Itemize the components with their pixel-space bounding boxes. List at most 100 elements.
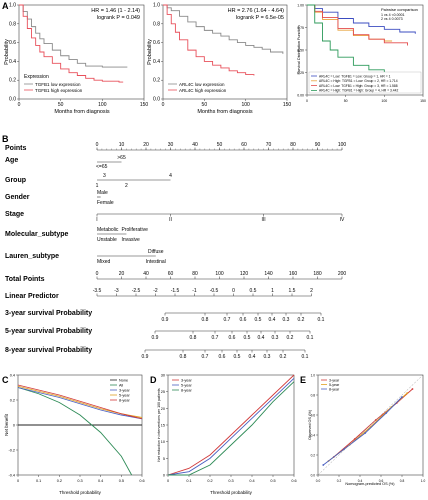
calib-legend-item: 5-year [329,383,340,387]
km1-legend-high: TGFB1 high expression [35,88,83,93]
total-points-tick-label: 0 [96,271,99,277]
calib-diagonal-reference [317,374,424,476]
km1-xtick-label: 100 [98,102,107,108]
linear-predictor-tick-label: 1.5 [289,288,296,294]
linear-predictor-tick-label: -1 [192,288,197,294]
km-plot-2: Probability Months from diagnosis HR = 2… [147,3,291,116]
dca-xtick-label: 0.1 [36,479,41,483]
km3-xtick-label: 50 [344,99,348,103]
calib-xtick-label: 0.4 [358,479,363,483]
cic-ytick-label: 5 [163,457,165,461]
km3-series-line-4 [307,4,401,75]
km2-xtick-label: 100 [241,102,250,108]
p5-tick-label: 0.6 [229,335,236,341]
calib-xtick-label: 1.0 [421,479,426,483]
km2-ytick-label: 1.0 [153,3,160,9]
p3-tick-label: 0.7 [224,317,231,323]
cic-legend-item: 3-year [181,379,192,383]
linear-predictor-tick-label: 2 [310,288,313,294]
km3-series-line-1 [307,4,416,34]
points-tick-label: 30 [168,142,174,148]
km1-frame [18,4,145,100]
p5-tick-label: 0.5 [244,335,251,341]
p5-tick-label: 0.9 [152,335,159,341]
km2-series-line-2 [163,4,255,76]
p5-tick-label: 0.3 [272,335,279,341]
p8-tick-label: 0.4 [249,354,256,360]
cic-legend-item: 5-year [181,384,192,388]
cic-ytick-label: 0 [163,474,165,478]
dca-ytick-label: -0.2 [8,449,15,453]
km3-title: Pairwise comparison [381,7,418,12]
calib-ytick-label: 0.0 [311,474,316,478]
dca-ytick-label: 0.4 [10,374,15,378]
p3-tick-label: 0.5 [255,317,262,323]
age-level: >65 [117,155,126,161]
km3-legend-item: ARL4C = High: TGFB1 = High: Group = 4, H… [319,89,398,93]
calib-ytick-label: 0.8 [311,394,316,398]
dca-series-line-5 [17,384,143,420]
nomogram: Points Age Group Gender Stage Molecular_subty… [5,142,346,360]
linear-predictor-tick-label: -0.5 [210,288,219,294]
gender-level: Male [97,190,108,196]
calib-plot: Observed OS (%) Nomogram-predicted OS (%… [308,374,425,487]
p8-tick-label: 0.5 [234,354,241,360]
cic-plot: Net reduction in interventions per 100 p… [157,374,297,496]
linear-predictor-tick-label: -2 [153,288,158,294]
nomogram-row-label: Total Points [5,276,45,283]
cic-xtick-label: 0 [167,479,169,483]
p5-tick-label: 0.1 [307,335,314,341]
linear-predictor-tick-label: 0.5 [250,288,257,294]
dca-xtick-label: 0.4 [98,479,103,483]
nomogram-row-label: 8-year survival Probability [5,347,92,354]
p5-tick-label: 0.8 [190,335,197,341]
dca-xtick-label: 0.5 [119,479,124,483]
nomogram-row-label: Points [5,145,26,152]
molecular-level: Unstable [97,237,117,243]
km1-ytick-label: 0.0 [9,97,16,103]
p3-tick-label: 0.2 [298,317,305,323]
total-points-tick-label: 140 [264,271,273,277]
cic-series-line-2 [167,378,295,476]
dca-xtick-label: 0.3 [77,479,82,483]
calib-ylabel: Observed OS (%) [308,409,312,440]
age-level: <=65 [96,164,108,170]
dca-xtick-label: 0.2 [57,479,62,483]
calib-legend-item: 3-year [329,378,340,382]
lauren-level: Intestinal [146,259,166,265]
p8-tick-label: 0.8 [180,354,187,360]
p8-tick-label: 0.6 [219,354,226,360]
total-points-tick-label: 20 [119,271,125,277]
p8-tick-label: 0.7 [202,354,209,360]
lauren-level: Mixed [97,259,111,265]
p3-tick-label: 0.8 [202,317,209,323]
calib-point [385,412,388,414]
cic-xtick-label: 0.5 [270,479,275,483]
molecular-level: Invasive [122,237,141,243]
km1-hr: HR = 1.46 (1 - 2.14) [91,8,140,14]
points-tick-label: 50 [217,142,223,148]
cic-ytick-label: 20 [161,407,165,411]
cic-xtick-label: 0.4 [249,479,254,483]
km3-ylabel: Survival Distribution Function [297,25,301,74]
calib-xtick-label: 0.6 [379,479,384,483]
cic-series-line-1 [167,374,295,476]
dca-legend-item: All [119,384,123,388]
panel-label-a: A [2,1,9,11]
km3-legend-box [308,71,422,94]
nomogram-row-label: 5-year survival Probability [5,328,92,335]
dca-series-line-2 [17,387,133,476]
km3-ytick-label: 1.00 [297,4,304,8]
calib-legend-item: 8-year [329,387,340,391]
calib-point [353,438,356,440]
group-level: 3 [103,173,106,179]
stage-level: IV [340,217,345,223]
points-tick-label: 100 [338,142,347,148]
calib-point [406,392,409,394]
km3-legend-item: ARL4C = High: TGFB1 = Low: Group = 2, HR… [319,79,398,83]
cic-ytick-label: 25 [161,390,165,394]
calib-ytick-label: 1.0 [311,374,316,378]
km3-xtick-label: 0 [306,99,308,103]
cic-xtick-label: 0.2 [207,479,212,483]
